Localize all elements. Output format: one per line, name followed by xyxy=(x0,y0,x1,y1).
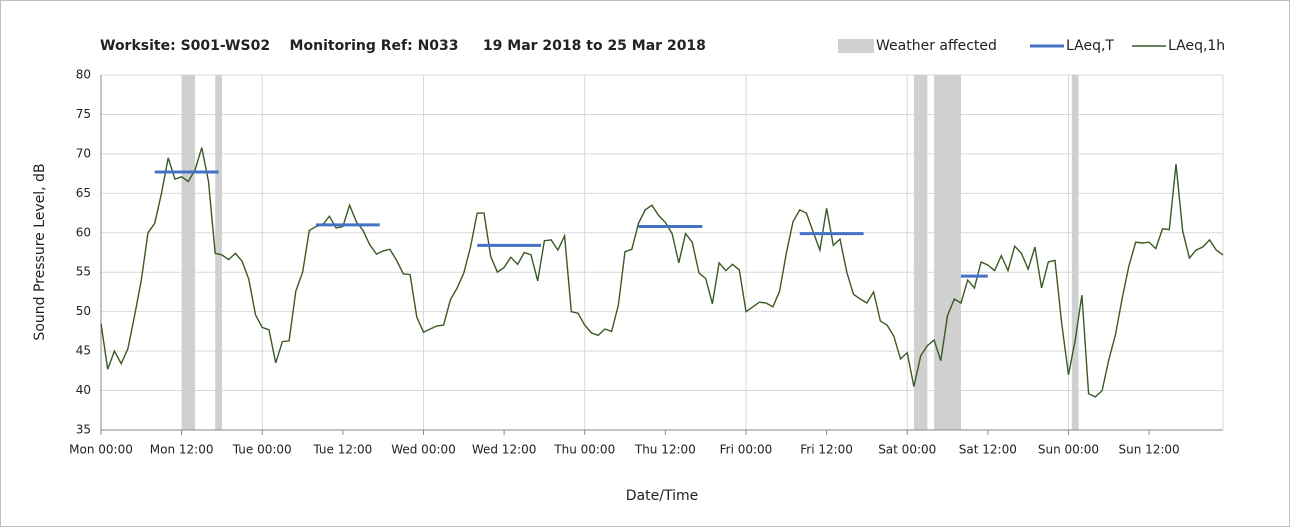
y-axis-label: Sound Pressure Level, dB xyxy=(32,163,48,340)
chart-title: Worksite: S001-WS02 Monitoring Ref: N033… xyxy=(100,38,706,54)
legend-label: Weather affected xyxy=(876,38,997,54)
weather-band xyxy=(215,75,222,430)
x-tick-label: Tue 00:00 xyxy=(232,443,292,457)
legend-label: LAeq,T xyxy=(1066,38,1114,54)
legend-label: LAeq,1h xyxy=(1168,38,1225,54)
x-tick-label: Fri 12:00 xyxy=(800,443,853,457)
x-tick-label: Thu 00:00 xyxy=(553,443,615,457)
y-tick-label: 45 xyxy=(76,344,91,358)
y-tick-label: 40 xyxy=(76,383,91,397)
y-tick-label: 50 xyxy=(76,304,91,318)
weather-band xyxy=(1071,75,1079,430)
x-tick-label: Sat 12:00 xyxy=(959,443,1017,457)
series-line xyxy=(100,147,1224,398)
y-tick-label: 80 xyxy=(76,68,91,82)
x-tick-label: Mon 12:00 xyxy=(150,443,214,457)
x-tick-label: Sat 00:00 xyxy=(878,443,936,457)
y-tick-label: 35 xyxy=(76,423,91,437)
weather-band xyxy=(181,75,196,430)
x-tick-label: Sun 12:00 xyxy=(1118,443,1179,457)
x-tick-label: Wed 00:00 xyxy=(391,443,456,457)
weather-band xyxy=(913,75,928,430)
y-tick-label: 70 xyxy=(76,146,91,160)
x-tick-label: Sun 00:00 xyxy=(1038,443,1099,457)
y-tick-label: 75 xyxy=(76,107,91,121)
weather-band xyxy=(934,75,961,430)
x-tick-label: Fri 00:00 xyxy=(720,443,773,457)
x-tick-label: Thu 12:00 xyxy=(634,443,696,457)
y-tick-label: 55 xyxy=(76,265,91,279)
legend-swatch xyxy=(838,39,874,53)
y-tick-label: 60 xyxy=(76,225,91,239)
x-tick-label: Wed 12:00 xyxy=(472,443,537,457)
x-axis-label: Date/Time xyxy=(626,488,698,504)
x-tick-label: Tue 12:00 xyxy=(312,443,372,457)
y-tick-label: 65 xyxy=(76,186,91,200)
x-tick-label: Mon 00:00 xyxy=(69,443,133,457)
